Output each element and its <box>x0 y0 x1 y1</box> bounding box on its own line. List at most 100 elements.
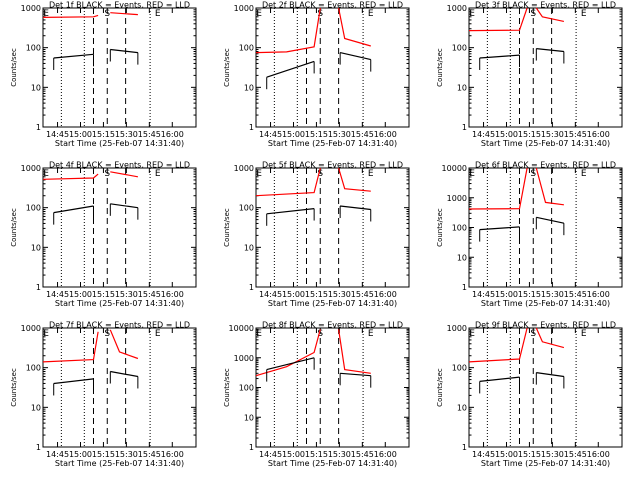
event-marker-label: E <box>256 169 262 179</box>
event-marker-label: E <box>469 9 475 19</box>
plot-frame <box>255 327 410 448</box>
plot-panel-2: Det 2f BLACK = Events, RED = LLD 1 10 100 10… <box>223 1 410 148</box>
x-tick-label: 14:45 <box>46 290 69 299</box>
events-series-segment <box>266 60 315 78</box>
plot-frame <box>42 7 197 128</box>
x-axis-label: Start Time (25-Feb-07 14:31:40) <box>55 459 184 468</box>
y-tick-label: 10000 <box>229 324 254 333</box>
x-tick-label: 15:00 <box>282 130 305 139</box>
x-tick-label: 15:15 <box>518 130 541 139</box>
x-tick-label: 15:00 <box>69 130 92 139</box>
plot-frame <box>42 327 197 448</box>
plot-title: Det 6f BLACK = Events, RED = LLD <box>475 161 616 170</box>
x-tick-label: 15:15 <box>92 290 115 299</box>
events-series-segment <box>536 372 564 378</box>
x-tick-label: 14:45 <box>259 450 282 459</box>
y-axis-label: Counts/sec <box>223 48 231 87</box>
y-tick-label: 1 <box>36 443 41 452</box>
x-tick-label: 15:00 <box>495 130 518 139</box>
y-tick-label: 10 <box>457 83 467 92</box>
y-axis-label: Counts/sec <box>223 208 231 247</box>
x-axis-label: Start Time (25-Feb-07 14:31:40) <box>268 459 397 468</box>
y-tick-label: 100 <box>452 224 467 233</box>
y-tick-label: 1 <box>462 443 467 452</box>
x-tick-label: 15:45 <box>138 450 161 459</box>
plot-title: Det 8f BLACK = Events, RED = LLD <box>262 321 403 330</box>
y-axis-label: Counts/sec <box>436 368 444 407</box>
y-tick-label: 1 <box>249 283 254 292</box>
events-series-segment <box>266 357 315 371</box>
event-marker-label: S <box>530 169 536 179</box>
plot-panel-1: Det 1f BLACK = Events, RED = LLD 1 10 100 10… <box>10 1 197 148</box>
plot-title: Det 2f BLACK = Events, RED = LLD <box>262 1 403 10</box>
event-marker-label: S <box>317 9 323 19</box>
x-tick-label: 14:45 <box>259 130 282 139</box>
lld-series-segment <box>255 167 321 197</box>
x-tick-label: 15:15 <box>92 450 115 459</box>
y-tick-label: 10000 <box>442 164 467 173</box>
x-tick-label: 16:00 <box>161 290 184 299</box>
lld-series-segment <box>338 7 371 47</box>
lld-series-segment <box>468 167 528 210</box>
plot-frame <box>468 167 623 288</box>
y-axis-label: Counts/sec <box>436 48 444 87</box>
lld-series-segment <box>338 167 371 192</box>
x-tick-label: 14:45 <box>472 450 495 459</box>
y-tick-label: 1 <box>36 123 41 132</box>
y-axis-label: Counts/sec <box>436 208 444 247</box>
x-tick-label: 14:45 <box>472 290 495 299</box>
event-marker-label: S <box>104 9 110 19</box>
x-tick-label: 15:00 <box>495 290 518 299</box>
event-marker-label: E <box>43 329 49 339</box>
plot-frame <box>468 327 623 448</box>
event-marker-label: E <box>155 9 161 19</box>
x-tick-label: 16:00 <box>161 130 184 139</box>
lld-series-segment <box>535 327 565 349</box>
lld-series-segment <box>535 167 564 206</box>
x-tick-label: 16:00 <box>587 450 610 459</box>
events-series-segment <box>53 53 94 59</box>
event-marker-label: E <box>469 329 475 339</box>
y-tick-label: 1000 <box>21 324 41 333</box>
plot-frame <box>468 7 623 128</box>
event-marker-label: S <box>530 329 536 339</box>
x-axis-label: Start Time (25-Feb-07 14:31:40) <box>481 299 610 308</box>
event-marker-label: E <box>469 169 475 179</box>
x-tick-label: 15:45 <box>564 290 587 299</box>
y-tick-label: 100 <box>452 364 467 373</box>
y-tick-label: 100 <box>26 364 41 373</box>
event-marker-label: E <box>43 169 49 179</box>
x-tick-label: 15:00 <box>495 450 518 459</box>
y-tick-label: 1000 <box>447 4 467 13</box>
x-tick-label: 15:45 <box>351 450 374 459</box>
y-tick-label: 1000 <box>447 194 467 203</box>
y-axis-label: Counts/sec <box>10 368 18 407</box>
x-tick-label: 15:30 <box>115 130 138 139</box>
x-tick-label: 15:30 <box>541 290 564 299</box>
y-tick-label: 1 <box>462 283 467 292</box>
x-axis-label: Start Time (25-Feb-07 14:31:40) <box>55 139 184 148</box>
event-marker-label: E <box>581 329 587 339</box>
events-series-segment <box>110 48 138 54</box>
y-tick-label: 1000 <box>21 164 41 173</box>
y-tick-label: 1000 <box>234 354 254 363</box>
x-tick-label: 15:45 <box>564 130 587 139</box>
y-axis-label: Counts/sec <box>10 48 18 87</box>
x-tick-label: 15:30 <box>328 130 351 139</box>
x-tick-label: 16:00 <box>374 450 397 459</box>
x-axis-label: Start Time (25-Feb-07 14:31:40) <box>268 139 397 148</box>
plot-title: Det 5f BLACK = Events, RED = LLD <box>262 161 403 170</box>
plot-panel-4: Det 4f BLACK = Events, RED = LLD 1 10 100 10… <box>10 161 197 308</box>
plot-title: Det 4f BLACK = Events, RED = LLD <box>49 161 190 170</box>
event-marker-label: S <box>317 169 323 179</box>
y-tick-label: 100 <box>239 44 254 53</box>
x-tick-label: 16:00 <box>161 450 184 459</box>
y-tick-label: 100 <box>26 204 41 213</box>
y-tick-label: 10 <box>31 243 41 252</box>
x-tick-label: 15:15 <box>305 290 328 299</box>
event-marker-label: E <box>368 329 374 339</box>
x-axis-label: Start Time (25-Feb-07 14:31:40) <box>268 299 397 308</box>
x-tick-label: 14:45 <box>46 130 69 139</box>
plot-frame <box>42 167 197 288</box>
